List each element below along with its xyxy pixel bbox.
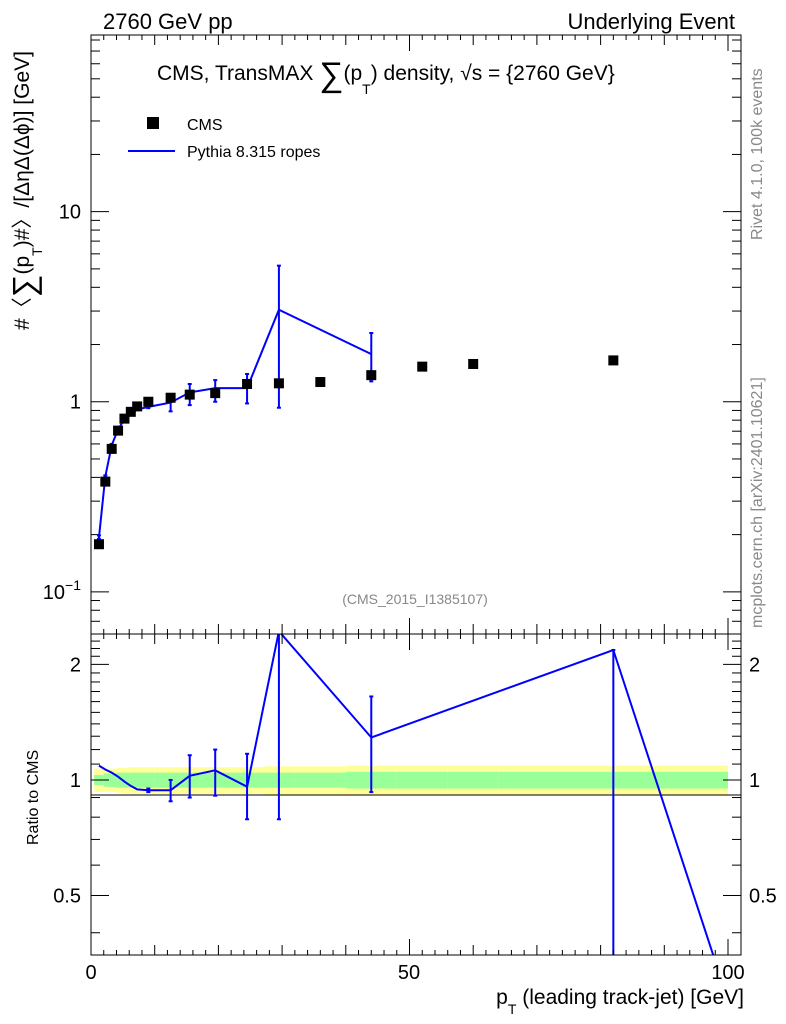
xlabel-subscript: T	[508, 1001, 517, 1017]
ratio-y-tick-label-right: 0.5	[749, 886, 777, 908]
title-root-symbol: √	[460, 62, 472, 85]
ratio-y-axis-label: Ratio to CMS	[25, 750, 42, 845]
legend-label-pythia: Pythia 8.315 ropes	[187, 144, 320, 161]
ratio-frame	[90, 633, 742, 956]
cms-data-point	[143, 396, 154, 407]
x-tick-label-100: 100	[711, 962, 744, 984]
rivet-version-label: Rivet 4.1.0, 100k events	[749, 68, 766, 240]
ylabel-sum-symbol: ∑	[6, 275, 42, 298]
cms-data-point	[106, 443, 117, 454]
cms-data-point	[93, 539, 104, 550]
cms-data-point	[132, 401, 143, 412]
ylabel-part-b: (p	[11, 256, 34, 275]
ratio-y-tick-label-right: 1	[749, 770, 760, 792]
ylabel-subscript: T	[29, 247, 45, 256]
cms-data-point	[125, 406, 136, 417]
pythia-line	[98, 308, 372, 538]
main-y-tick-label: 10	[59, 202, 81, 224]
ratio-y-tick-labels: 0.5 0.5 1 1 2 2	[53, 654, 777, 907]
title-part-b: (p	[343, 62, 362, 85]
header-right: Underlying Event	[567, 9, 735, 34]
main-y-axis-label: #〈∑(pT)#〉/[ΔηΔ(Δϕ)] [GeV]	[6, 51, 45, 330]
title-part-d: s = {2760 GeV}	[472, 62, 615, 85]
tick-exponent: −1	[65, 577, 81, 593]
analysis-watermark: (CMS_2015_I1385107)	[342, 591, 488, 607]
ylabel-part-a: #〈	[11, 297, 34, 330]
ylabel-part-c: )#〉/[ΔηΔ(Δϕ)] [GeV]	[11, 51, 34, 247]
legend: CMS Pythia 8.315 ropes	[128, 117, 320, 161]
cms-data-point	[184, 389, 195, 400]
cms-data-point	[113, 425, 124, 436]
ratio-stat-band-segment	[141, 772, 155, 788]
tick-base: 10	[43, 582, 65, 604]
cms-data-point	[468, 358, 479, 369]
x-tick-label-0: 0	[85, 962, 96, 984]
xlabel-part-b: (leading track-jet) [GeV]	[516, 986, 744, 1009]
cms-data-point	[165, 392, 176, 403]
title-part-c: ) density,	[371, 62, 460, 85]
ratio-y-tick-label-right: 2	[749, 654, 760, 676]
main-y-tick-label: 1	[70, 392, 81, 414]
ratio-stat-band-segment	[396, 771, 448, 789]
main-title: CMS, TransMAX ∑(pT) density, √s = {2760 …	[157, 56, 615, 97]
x-axis-label: pT (leading track-jet) [GeV]	[496, 986, 744, 1017]
main-axis-ticks	[90, 35, 741, 635]
legend-label-cms: CMS	[187, 117, 223, 134]
title-subscript: T	[362, 81, 371, 97]
cms-data-point	[210, 388, 221, 399]
cms-data-point	[242, 378, 253, 389]
ratio-data-layer	[98, 634, 715, 955]
ratio-y-tick-label: 0.5	[53, 886, 81, 908]
cms-data-point	[119, 413, 130, 424]
header-left: 2760 GeV pp	[103, 9, 233, 34]
xlabel-part-a: p	[496, 986, 508, 1009]
title-part-a: CMS, TransMAX	[157, 62, 319, 85]
ratio-line	[98, 634, 715, 955]
cms-data-point	[608, 355, 619, 366]
mcplots-label: mcplots.cern.ch [arXiv:2401.10621]	[749, 377, 766, 628]
ratio-y-tick-label: 2	[70, 654, 81, 676]
cms-data-point	[366, 370, 377, 381]
ratio-stat-band-segment	[103, 773, 117, 787]
ratio-y-tick-label: 1	[70, 770, 81, 792]
ratio-stat-band-segment	[129, 772, 142, 788]
title-sum-symbol: ∑	[319, 56, 343, 94]
ratio-panel: 0.5 0.5 1 1 2 2 Ratio to CMS 0 50 100 pT (lea…	[25, 633, 777, 1017]
main-data-layer	[93, 264, 619, 550]
cms-data-point	[417, 361, 428, 372]
legend-marker-cms	[147, 117, 159, 129]
cms-data-point	[273, 378, 284, 389]
cms-data-point	[315, 377, 326, 388]
ratio-stat-band-segment	[154, 772, 181, 788]
ratio-clipped-layer	[98, 634, 715, 955]
main-y-tick-label: 10−1	[43, 577, 81, 604]
cms-data-point	[100, 476, 111, 487]
ratio-stat-band-segment	[294, 772, 346, 788]
ratio-stat-band-segment	[447, 771, 499, 789]
x-tick-label-50: 50	[398, 962, 420, 984]
